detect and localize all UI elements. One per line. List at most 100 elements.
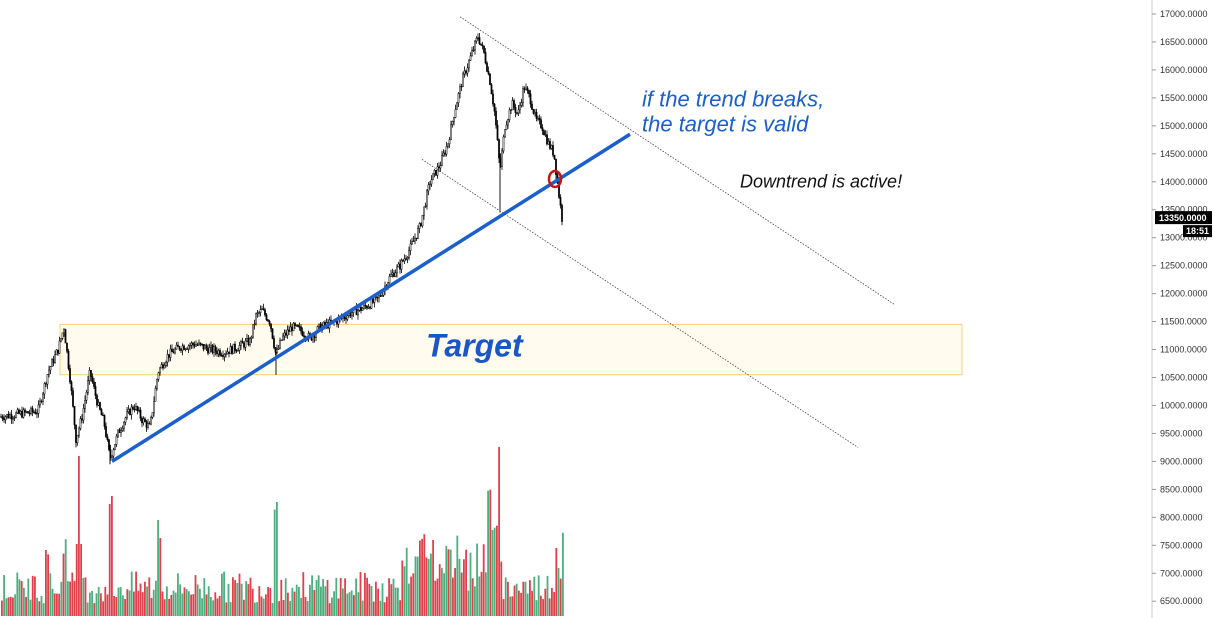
candle-body [118, 429, 121, 434]
y-axis[interactable]: 17000.0000 16500.0000 16000.0000 15500.0000… [1151, 0, 1208, 618]
volume-bar [555, 548, 558, 616]
candle-body [241, 341, 244, 344]
candle-body [240, 341, 242, 346]
candle-body [480, 43, 482, 46]
candle-body [430, 179, 433, 185]
candle-body [507, 119, 509, 126]
volume-bar [69, 581, 71, 616]
volume-bar [238, 573, 241, 616]
volume-bar [381, 583, 384, 616]
candle-body [493, 103, 496, 112]
candle-body [408, 250, 410, 258]
volume-bar [34, 576, 36, 616]
candle-body [202, 344, 205, 350]
candle-body [142, 418, 145, 424]
candle-body [391, 272, 394, 275]
candle-body [42, 393, 44, 402]
volume-bar [159, 538, 162, 616]
candle-body [271, 328, 274, 339]
candle-body [132, 406, 134, 410]
volume-bar [152, 589, 155, 616]
candle-body [22, 409, 25, 418]
volume-bar [3, 575, 5, 616]
volume-bar [181, 593, 184, 616]
candle-body [448, 139, 451, 145]
volume-bar [95, 593, 98, 616]
candle-body [262, 308, 265, 311]
volume-bar [295, 584, 298, 616]
volume-bar [170, 594, 173, 616]
candle-body [133, 408, 136, 410]
volume-bar [518, 590, 520, 616]
volume-bar [480, 571, 483, 616]
candle-body [58, 340, 61, 354]
volume-bar [372, 601, 375, 616]
volume-bar [51, 588, 54, 616]
volume-bar [29, 599, 32, 616]
candle-body [420, 223, 422, 227]
candle-body [175, 344, 178, 350]
candle-body [232, 343, 235, 354]
y-tick-label: 17000.0000 [1160, 9, 1208, 19]
candle-body [172, 351, 175, 354]
candle-body [114, 444, 116, 451]
candle-body [199, 342, 202, 345]
candle-body [85, 391, 88, 401]
candle-body [526, 87, 529, 91]
candle-body [397, 263, 400, 268]
candle-body [289, 326, 292, 332]
volume-bar [78, 456, 80, 616]
volume-bar [111, 496, 113, 616]
volume-bar [502, 599, 505, 616]
candle-body [16, 409, 19, 414]
volume-bar [520, 592, 522, 616]
candle-body [108, 439, 110, 450]
candle-body [378, 295, 380, 299]
candle-body [25, 411, 28, 413]
candle-body [49, 366, 52, 371]
candle-body [15, 412, 17, 418]
candle-body [117, 429, 119, 437]
volume-bar [474, 586, 476, 616]
volume-bar [256, 602, 258, 616]
volume-bar [218, 595, 221, 616]
candle-body [141, 418, 143, 424]
volume-bar [375, 581, 377, 616]
candle-body [145, 421, 148, 428]
y-tick-label: 8500.0000 [1160, 484, 1203, 494]
candle-body [205, 345, 208, 349]
candle-body [66, 342, 68, 352]
candle-body [246, 338, 248, 342]
candle-body [54, 354, 56, 363]
candle-body [453, 117, 455, 122]
volume-bar [540, 595, 542, 616]
candle-body [19, 411, 22, 414]
trendline-channel-lower [421, 159, 859, 448]
candle-body [210, 345, 212, 348]
volume-bar [441, 568, 443, 616]
volume-bar [128, 590, 131, 616]
volume-bar [203, 578, 206, 616]
volume-bar [443, 573, 445, 616]
volume-bar [412, 573, 415, 616]
volume-bar [265, 594, 267, 616]
volume-bar [205, 594, 208, 616]
candle-body [498, 139, 500, 159]
volume-bar [273, 509, 276, 616]
candle-body [67, 350, 70, 369]
candle-body [7, 414, 10, 419]
candle-body [535, 111, 538, 119]
volume-bar [304, 597, 307, 616]
candle-body [541, 127, 544, 131]
volume-bar [476, 543, 478, 616]
candle-body [364, 304, 367, 307]
candle-body [505, 124, 508, 130]
candle-body [237, 350, 239, 352]
volume-bar [9, 596, 12, 616]
volume-bar [67, 581, 69, 616]
candle-body [79, 418, 82, 429]
volume-bar [84, 577, 87, 616]
candle-body [525, 87, 527, 91]
volume-bar [537, 575, 540, 616]
